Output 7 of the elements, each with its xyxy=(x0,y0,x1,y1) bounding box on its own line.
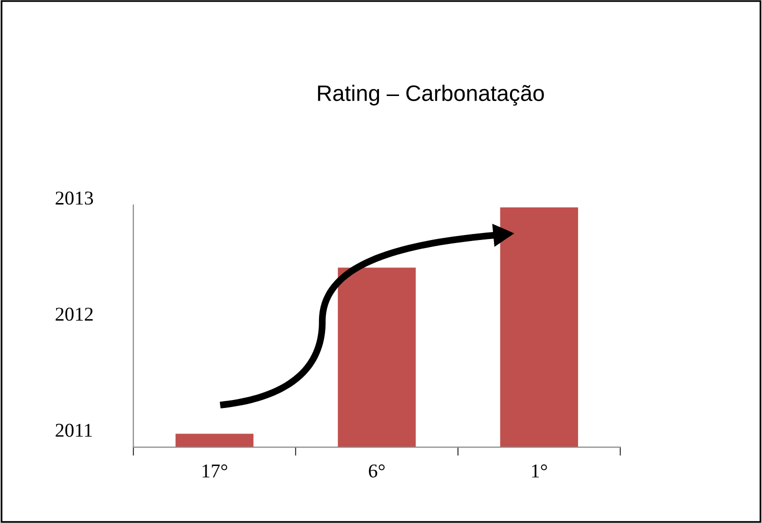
text: 2011 xyxy=(56,424,92,437)
text: 2013 xyxy=(56,192,93,205)
x-tick-label: 6° xyxy=(368,464,385,478)
x-tick-label: 1° xyxy=(532,464,547,478)
x-tick-label: 17° xyxy=(202,464,228,478)
text: 2012 xyxy=(56,308,93,321)
chart-title: Rating – Carbonatação xyxy=(318,84,544,106)
